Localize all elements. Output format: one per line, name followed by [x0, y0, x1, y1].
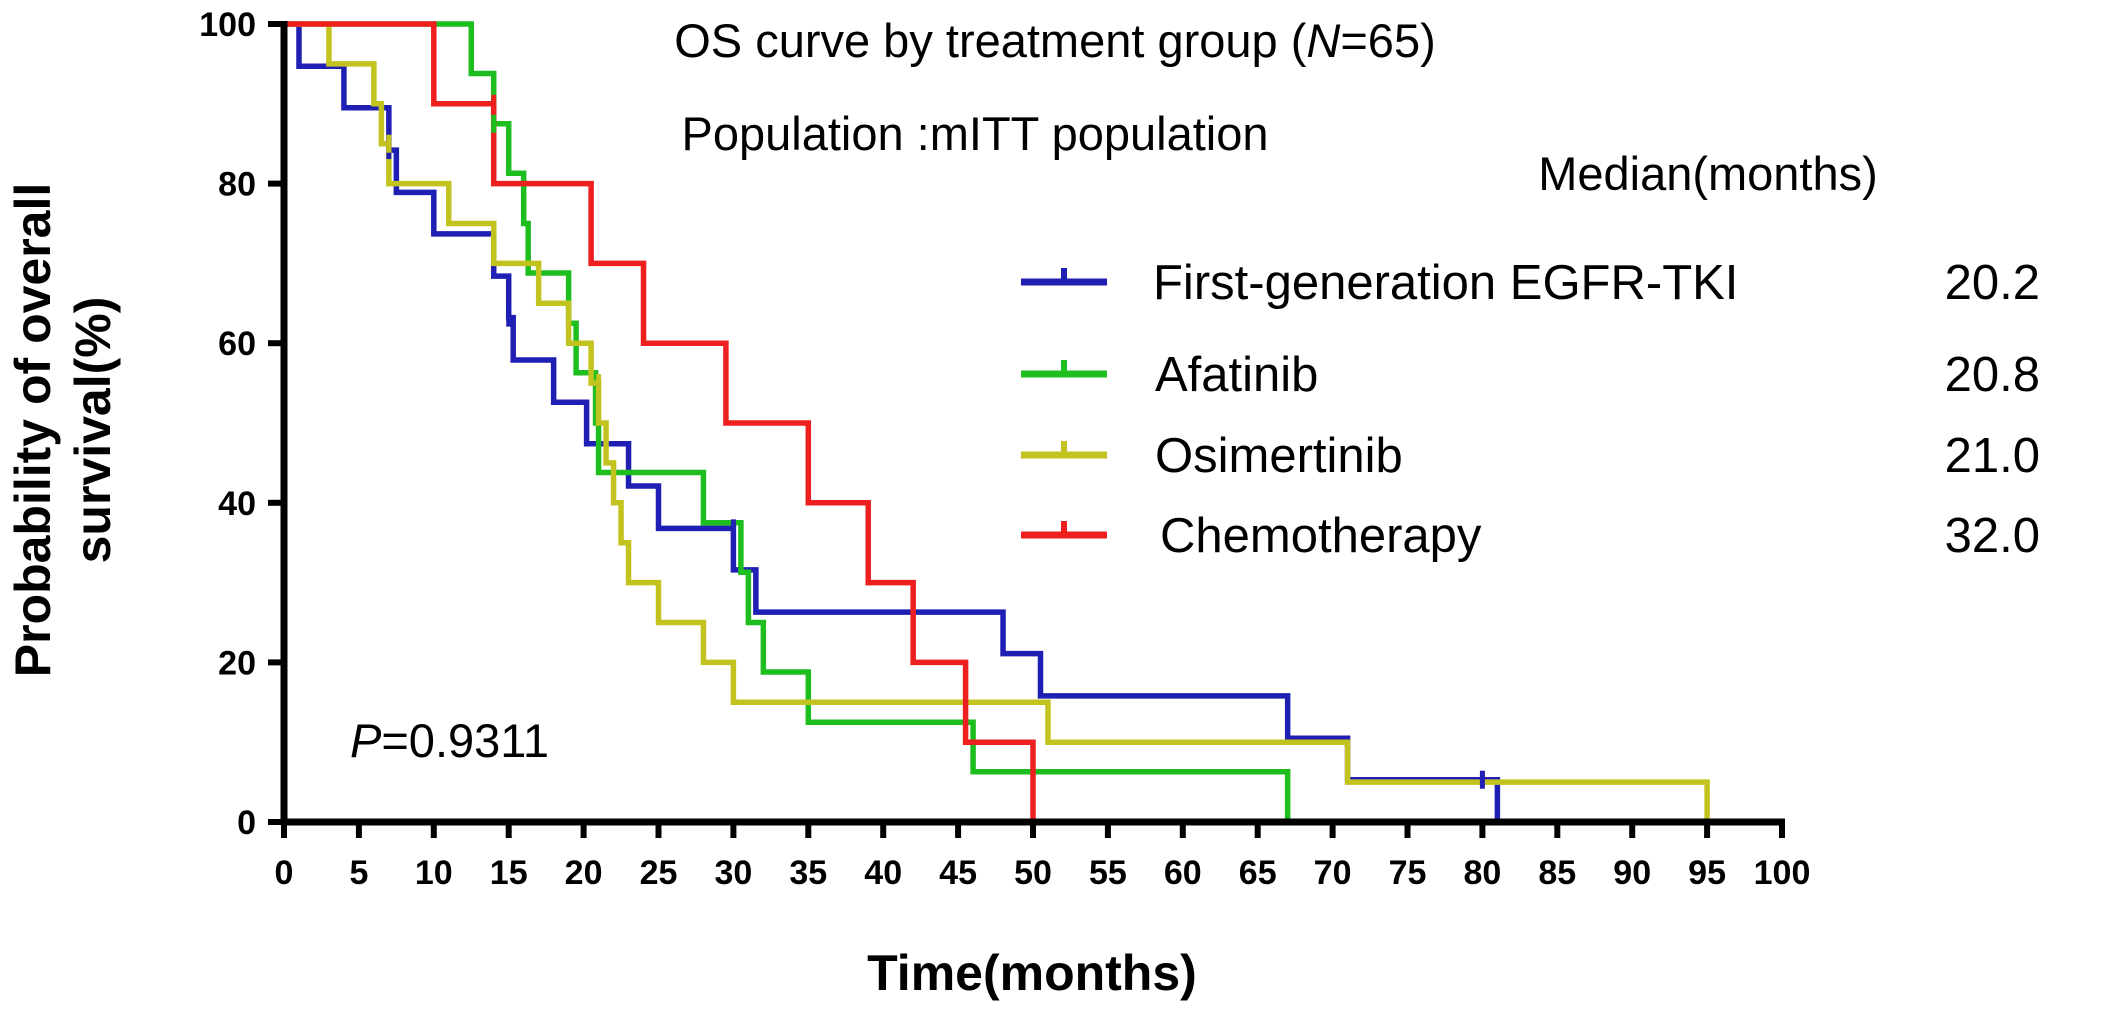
x-tick-label-11: 55 — [1089, 854, 1127, 892]
x-tick-label-0: 0 — [275, 854, 294, 892]
y-axis-title-line1: Probability of overall — [5, 183, 61, 678]
x-tick-label-13: 65 — [1239, 854, 1277, 892]
chart-title: OS curve by treatment group (N=65) — [674, 14, 1436, 67]
chart-title-post: =65) — [1340, 14, 1435, 67]
x-tick-label-17: 85 — [1538, 854, 1576, 892]
legend-median-1: 20.8 — [1945, 348, 2040, 402]
y-tick-label-5: 100 — [199, 6, 256, 44]
x-tick-label-4: 20 — [565, 854, 603, 892]
p-value: P=0.9311 — [350, 714, 549, 767]
x-tick-label-7: 35 — [789, 854, 827, 892]
y-ticks: 0 20 40 60 80 100 — [199, 6, 284, 842]
p-value-text: =0.9311 — [381, 714, 549, 767]
legend: First-generation EGFR-TKI 20.2 Afatinib 20.… — [1021, 256, 2040, 563]
x-tick-label-10: 50 — [1014, 854, 1052, 892]
legend-label-2: Osimertinib — [1155, 429, 1403, 483]
x-tick-label-8: 40 — [864, 854, 902, 892]
x-tick-label-15: 75 — [1389, 854, 1427, 892]
legend-median-3: 32.0 — [1945, 509, 2040, 563]
chart-subtitle: Population :mITT population — [682, 107, 1269, 160]
legend-median-2: 21.0 — [1945, 429, 2040, 483]
x-tick-label-9: 45 — [939, 854, 977, 892]
censor-marks — [386, 94, 1485, 789]
chart-title-italic: N — [1306, 14, 1340, 67]
y-axis-title-line2: survival(%) — [65, 297, 121, 564]
y-tick-label-2: 40 — [218, 485, 256, 523]
legend-label-3: Chemotherapy — [1160, 509, 1482, 563]
x-tick-label-6: 30 — [714, 854, 752, 892]
legend-header: Median(months) — [1538, 147, 1878, 200]
y-axis-title: Probability of overall survival(%) — [5, 183, 121, 678]
x-ticks: 0 5 10 15 20 25 30 35 40 45 50 55 60 65 70 75 80 85 90 95 10… — [275, 822, 1811, 892]
x-tick-label-12: 60 — [1164, 854, 1202, 892]
x-tick-label-5: 25 — [640, 854, 678, 892]
x-tick-label-2: 10 — [415, 854, 453, 892]
x-tick-label-19: 95 — [1688, 854, 1726, 892]
x-tick-label-14: 70 — [1314, 854, 1352, 892]
legend-median-0: 20.2 — [1945, 256, 2040, 310]
legend-label-1: Afatinib — [1155, 348, 1318, 402]
x-tick-label-1: 5 — [349, 854, 368, 892]
y-tick-label-1: 20 — [218, 644, 256, 682]
y-tick-label-3: 60 — [218, 325, 256, 363]
p-value-italic: P — [350, 714, 382, 767]
x-tick-label-16: 80 — [1463, 854, 1501, 892]
legend-label-0: First-generation EGFR-TKI — [1153, 256, 1738, 310]
y-tick-label-0: 0 — [237, 804, 256, 842]
x-axis-title: Time(months) — [867, 945, 1197, 1001]
chart-title-pre: OS curve by treatment group ( — [674, 14, 1307, 67]
x-tick-label-20: 100 — [1754, 854, 1811, 892]
curve-1 — [281, 21, 1291, 825]
x-tick-label-18: 90 — [1613, 854, 1651, 892]
y-tick-label-4: 80 — [218, 166, 256, 204]
x-tick-label-3: 15 — [490, 854, 528, 892]
